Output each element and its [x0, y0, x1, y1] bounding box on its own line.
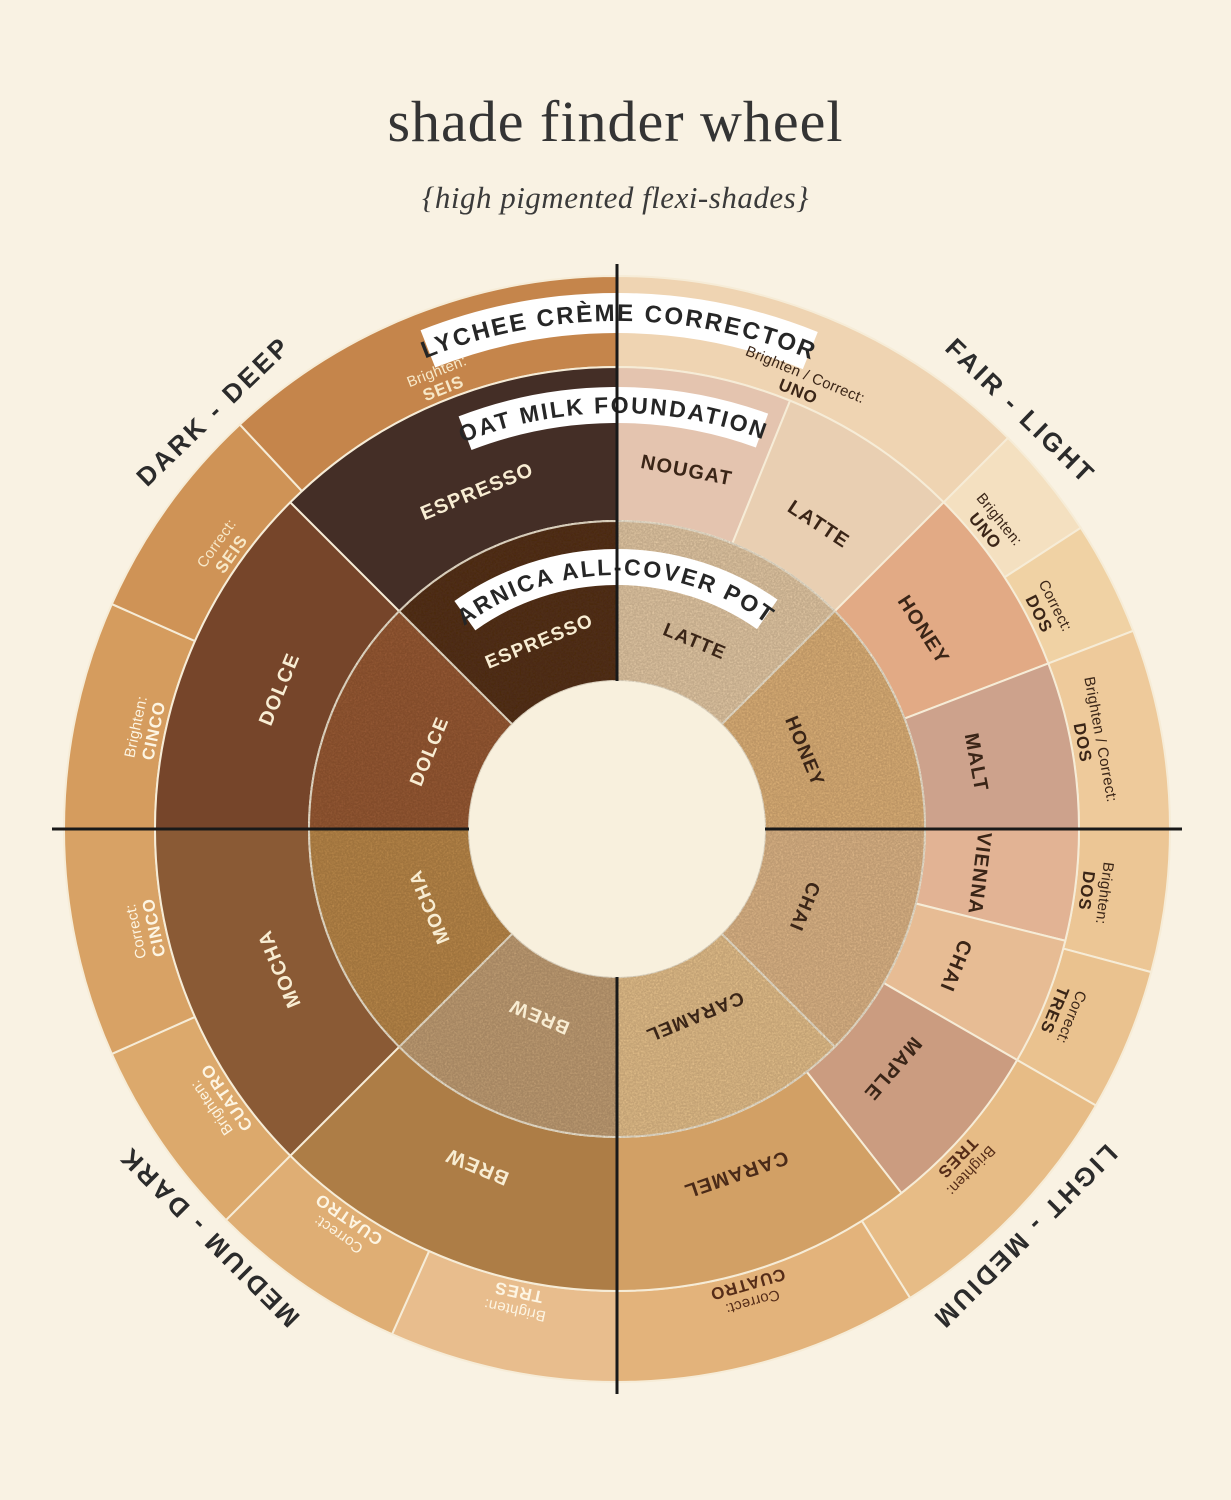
wheel-center-hole — [469, 681, 765, 977]
band-oat-pill — [458, 387, 769, 450]
ring-lychee-creme-corrector — [62, 274, 1172, 1384]
page-title: shade finder wheel — [387, 89, 844, 154]
band-lychee-pill — [420, 293, 818, 370]
page-subtitle: {high pigmented flexi-shades} — [421, 180, 810, 215]
